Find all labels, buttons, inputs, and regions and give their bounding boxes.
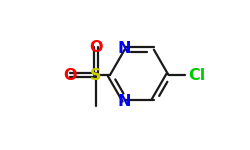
Text: N: N <box>118 41 132 56</box>
Text: N: N <box>118 94 132 109</box>
Text: S: S <box>90 68 102 82</box>
Text: Cl: Cl <box>188 68 206 82</box>
Text: O: O <box>64 68 77 82</box>
Text: O: O <box>89 40 102 55</box>
